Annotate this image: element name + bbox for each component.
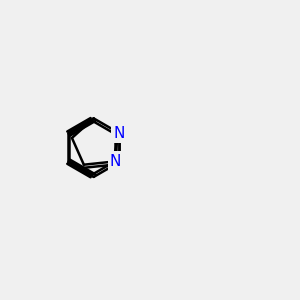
Text: N: N [113, 125, 125, 140]
Text: N: N [110, 154, 121, 169]
